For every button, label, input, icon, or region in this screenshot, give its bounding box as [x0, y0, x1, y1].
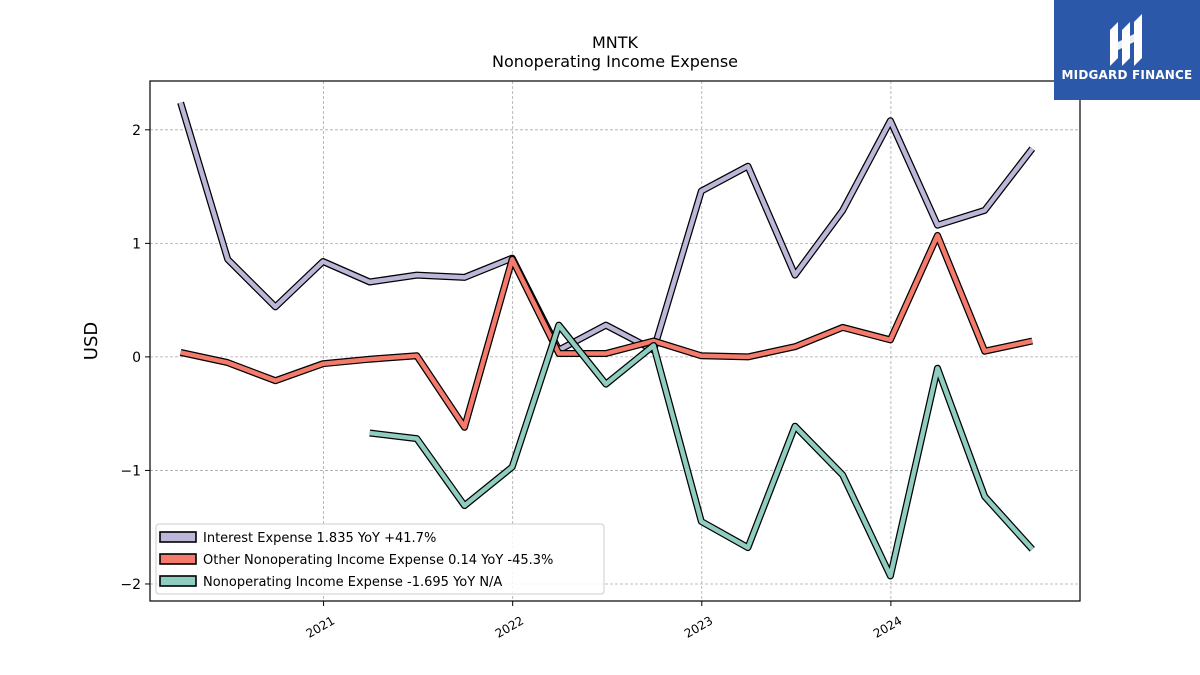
- legend-label: Nonoperating Income Expense -1.695 YoY N…: [203, 575, 502, 590]
- series-line: [178, 101, 1035, 353]
- x-tick-label: 2021: [304, 613, 337, 640]
- grid: [150, 81, 1080, 601]
- y-tick-label: 2: [132, 123, 141, 139]
- plot-frame: [149, 80, 1081, 602]
- legend-swatch: [159, 531, 197, 543]
- legend-swatch: [159, 575, 197, 587]
- series-3: [369, 321, 1035, 580]
- y-tick-label: −2: [120, 577, 141, 593]
- x-tick-label: 2022: [493, 613, 526, 640]
- y-axis-label: USD: [81, 322, 102, 360]
- legend: Interest Expense 1.835 YoY +41.7% Other N…: [155, 523, 605, 595]
- chart-subtitle: Nonoperating Income Expense: [492, 52, 738, 71]
- series-2: [179, 231, 1034, 431]
- brand-mark-icon: [1110, 14, 1142, 66]
- y-tick-label: −1: [120, 463, 141, 479]
- legend-label: Interest Expense 1.835 YoY +41.7%: [203, 531, 436, 546]
- series-1: [177, 101, 1036, 354]
- x-tick-label: 2024: [871, 613, 904, 640]
- legend-box: [155, 523, 605, 595]
- chart-title: MNTK: [592, 33, 639, 52]
- brand-logo: MIDGARD FINANCE: [1054, 0, 1200, 100]
- series-line: [369, 322, 1034, 579]
- legend-label: Other Nonoperating Income Expense 0.14 Y…: [203, 553, 553, 568]
- y-tick-label: 0: [132, 350, 141, 366]
- x-tick-label: 2023: [682, 613, 715, 640]
- legend-swatch: [159, 553, 197, 565]
- series-layer: [177, 101, 1036, 580]
- series-line: [180, 233, 1033, 430]
- brand-name: MIDGARD FINANCE: [1061, 68, 1193, 82]
- y-tick-label: 1: [132, 236, 141, 252]
- series-outline: [179, 231, 1034, 431]
